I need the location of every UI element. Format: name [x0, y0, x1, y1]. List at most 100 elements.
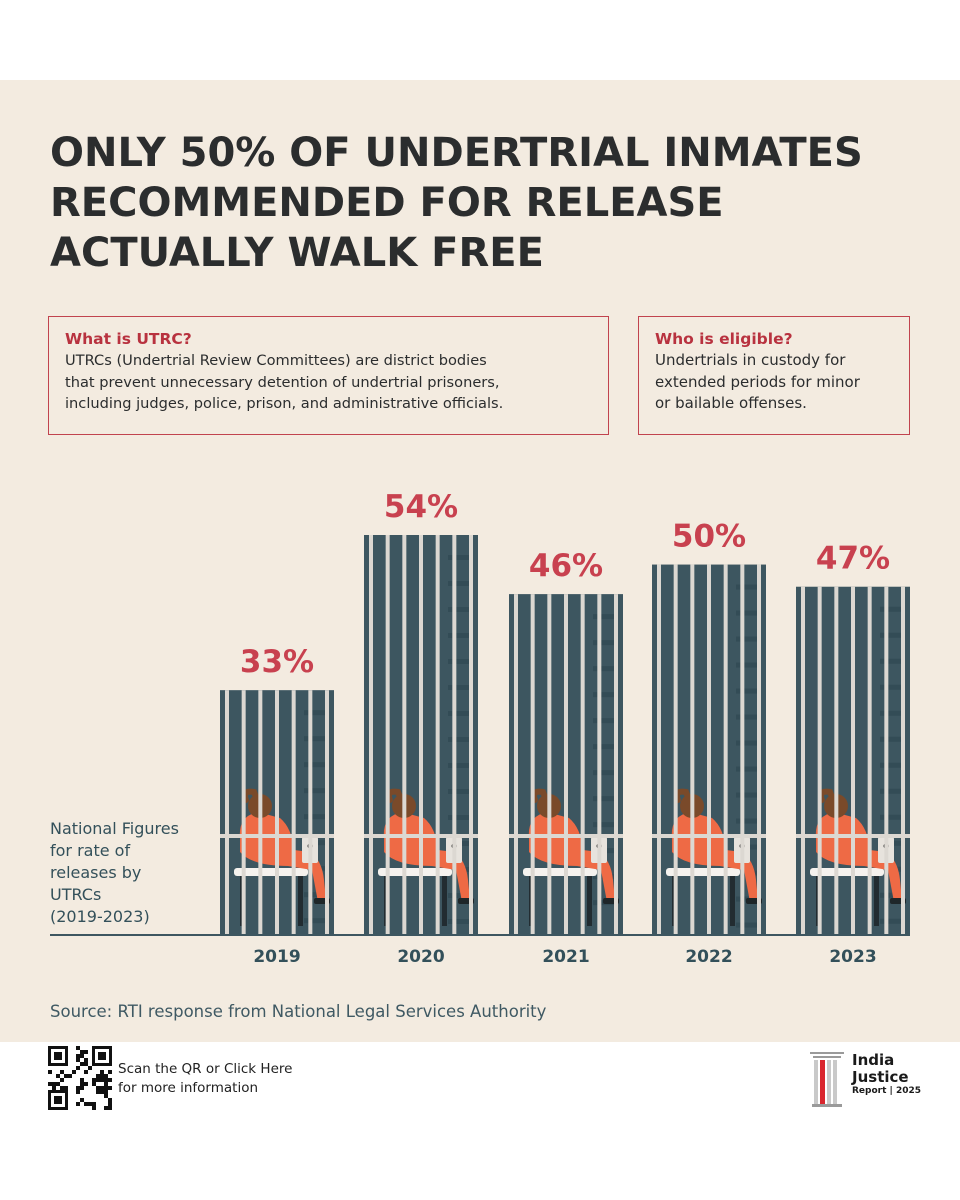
bench [523, 868, 597, 876]
qr-module [100, 1070, 104, 1074]
qr-caption-line: for more information [118, 1080, 259, 1096]
qr-module [60, 1086, 64, 1090]
qr-module [76, 1054, 80, 1058]
data-label: 46% [529, 548, 603, 584]
qr-module [104, 1090, 108, 1094]
cell-crossbar [220, 834, 334, 838]
bench-leg [587, 876, 592, 926]
brick-mark [736, 714, 758, 720]
qr-finder [98, 1052, 106, 1060]
qr-module [100, 1074, 104, 1078]
brick-mark [448, 581, 470, 586]
brick-mark [593, 666, 615, 672]
page-title: ONLY 50% OF UNDERTRIAL INMATES RECOMMEND… [50, 128, 910, 278]
brick-mark [593, 718, 615, 724]
cell-bar-rod [690, 564, 695, 934]
cell-bar-rod [851, 586, 855, 934]
qr-module [80, 1098, 84, 1102]
brick-mark [880, 606, 902, 612]
logo-line: Justice [852, 1068, 909, 1086]
bench [810, 868, 884, 876]
qr-module [104, 1106, 108, 1110]
qr-module [56, 1074, 60, 1078]
qr-module [76, 1046, 80, 1050]
cell-bar-rod [580, 594, 585, 934]
cell-bar-rod [275, 690, 279, 934]
qr-module [76, 1086, 80, 1090]
qr-module [80, 1050, 84, 1054]
qr-module [80, 1086, 84, 1090]
cell-bar-group [364, 535, 478, 934]
brick-mark [448, 555, 470, 560]
title-line: ACTUALLY WALK FREE [50, 230, 544, 276]
brick-mark [880, 658, 902, 664]
chart-side-label: National Figures for rate of releases by… [50, 818, 220, 928]
brick-mark [880, 788, 902, 794]
cell-bar-rod [385, 535, 390, 934]
brick-mark [304, 814, 326, 820]
cell-crossbar [509, 834, 623, 838]
side-label-line: UTRCs [50, 885, 102, 904]
qr-module [104, 1082, 108, 1086]
cell-crossbar [652, 834, 766, 838]
qr-module [96, 1078, 100, 1082]
brick-mark [736, 818, 758, 824]
bench [666, 868, 740, 876]
cell-bar-rod [834, 586, 839, 934]
bench-leg [730, 876, 735, 926]
brick-mark [736, 740, 758, 746]
logo-subtitle: Report | 2025 [852, 1086, 922, 1096]
eligibility-info-line: or bailable offenses. [655, 394, 807, 412]
qr-module [72, 1070, 76, 1074]
brick-mark [304, 918, 326, 924]
cell-bar-rod [707, 564, 711, 934]
qr-module [80, 1054, 84, 1058]
brick-mark [448, 789, 470, 794]
qr-module [48, 1082, 52, 1086]
qr-caption[interactable]: Scan the QR or Click Here for more infor… [118, 1060, 292, 1098]
qr-finder [54, 1096, 62, 1104]
qr-module [84, 1070, 88, 1074]
cell-bar-rod [867, 586, 872, 934]
cell-bar-rod [723, 564, 728, 934]
cell-bar-rod [740, 564, 745, 934]
qr-caption-line: Scan the QR or Click Here [118, 1061, 293, 1077]
x-tick-label: 2020 [397, 947, 444, 967]
cell-bar-rod [884, 586, 889, 934]
bench [378, 868, 452, 876]
cell-bar-rod [547, 594, 552, 934]
brick-mark [448, 919, 470, 924]
brick-mark [448, 763, 470, 768]
qr-module [84, 1050, 88, 1054]
qr-module [84, 1102, 88, 1106]
qr-module [80, 1062, 84, 1066]
data-label: 50% [672, 519, 746, 555]
brick-mark [593, 770, 615, 776]
qr-module [76, 1102, 80, 1106]
qr-module [84, 1062, 88, 1066]
brick-mark [736, 610, 758, 616]
qr-module [64, 1074, 68, 1078]
pillar-logo-icon [810, 1052, 844, 1107]
brick-mark [593, 692, 615, 698]
qr-module [104, 1086, 108, 1090]
brick-mark [736, 662, 758, 668]
qr-finder [54, 1052, 62, 1060]
brick-mark [880, 684, 902, 690]
brick-mark [880, 892, 902, 898]
qr-module [60, 1070, 64, 1074]
qr-module [96, 1086, 100, 1090]
qr-module [108, 1098, 112, 1102]
brick-mark [448, 659, 470, 664]
brick-mark [448, 711, 470, 716]
qr-module [80, 1082, 84, 1086]
qr-code-icon[interactable] [48, 1046, 112, 1110]
cell-bar-rod [469, 535, 473, 934]
brick-mark [880, 736, 902, 742]
cell-bar-rod [530, 594, 535, 934]
qr-module [104, 1078, 108, 1082]
qr-module [104, 1074, 108, 1078]
qr-module [96, 1074, 100, 1078]
brick-mark [880, 814, 902, 820]
qr-module [80, 1078, 84, 1082]
